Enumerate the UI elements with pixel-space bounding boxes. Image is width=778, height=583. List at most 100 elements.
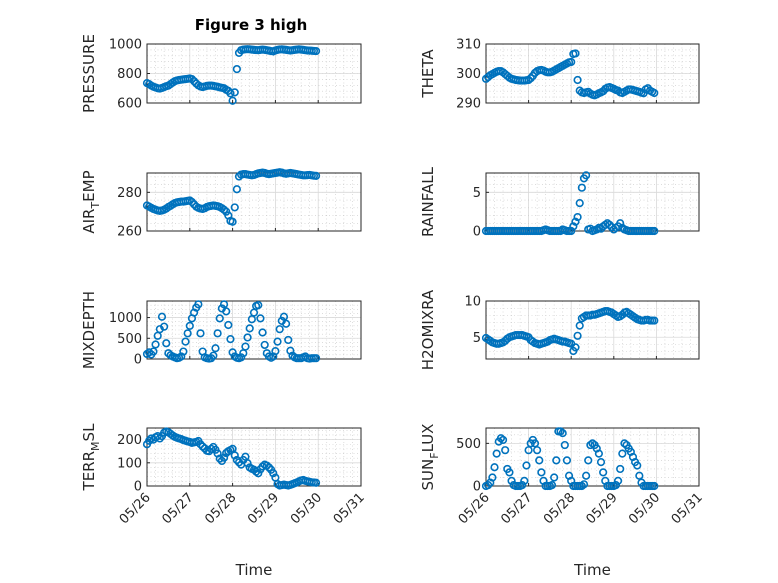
y-tick-label: 0 — [134, 353, 142, 368]
x-tick-label: 05/28 — [202, 490, 239, 527]
y-tick-label: 310 — [456, 38, 481, 53]
data-point — [537, 468, 546, 477]
data-point — [196, 440, 205, 449]
y-tick-label: 290 — [456, 97, 481, 112]
subplot-mixdepth: 0 500 1000 MIXDEPTH — [80, 291, 362, 369]
y-axis-label: TERRMSL — [80, 423, 102, 492]
data-point — [179, 347, 188, 356]
y-tick-label: 1000 — [109, 38, 142, 53]
data-point — [533, 446, 542, 455]
data-point — [613, 476, 623, 485]
data-point — [618, 449, 627, 458]
data-point — [562, 456, 572, 465]
data-point — [558, 429, 567, 438]
y-tick-label: 0 — [473, 480, 481, 495]
x-tick-label: 05/31 — [331, 490, 368, 527]
x-axis-label: Time — [235, 561, 273, 579]
data-point — [237, 353, 246, 362]
axes-frame — [485, 427, 700, 487]
data-point — [567, 57, 576, 67]
subplot-terr: 0 100 200 05/26 05/27 05/28 05/29 05/30 05/31 Tim… — [80, 423, 368, 579]
data-point — [575, 199, 584, 208]
y-axis-label: THETA — [419, 49, 437, 99]
y-tick-label: 5 — [473, 331, 481, 346]
data-point — [650, 481, 659, 491]
data-point — [522, 461, 531, 470]
data-point — [524, 75, 533, 85]
subplot-rainfall: 0 5 RAINFALL — [419, 166, 700, 240]
data-point — [241, 342, 250, 351]
axes-frame — [485, 300, 700, 360]
x-tick-label: 05/26 — [117, 490, 154, 527]
data-point — [183, 329, 192, 338]
y-axis-label: MIXDEPTH — [80, 291, 98, 369]
data-point — [569, 222, 578, 231]
data-point — [194, 300, 203, 309]
y-tick-label: 800 — [117, 67, 142, 82]
y-tick-label: 600 — [117, 97, 142, 112]
data-point — [520, 476, 529, 485]
x-tick-label: 05/30 — [626, 490, 663, 527]
data-point — [547, 481, 557, 490]
data-point — [232, 185, 241, 194]
data-point — [226, 89, 235, 98]
x-tick-label: 05/26 — [456, 490, 493, 527]
y-tick-label: 0 — [473, 225, 481, 240]
data-point — [550, 473, 559, 482]
subplot-h2omixra: 5 10 H2OMIXRA — [419, 289, 700, 370]
data-point — [599, 468, 608, 477]
data-point — [571, 49, 580, 58]
data-point — [567, 226, 576, 236]
x-axis-label: Time — [573, 561, 611, 579]
data-point — [222, 307, 231, 316]
x-tick-label: 05/27 — [498, 490, 535, 527]
data-point — [582, 471, 591, 480]
y-axis-label: SUNFLUX — [419, 424, 441, 491]
data-point — [207, 444, 216, 453]
data-point — [264, 463, 274, 472]
data-point — [151, 340, 160, 349]
data-point — [209, 351, 218, 360]
data-point — [282, 319, 291, 328]
y-axis-label: AIRTEMP — [80, 170, 102, 233]
data-point — [571, 217, 580, 226]
y-tick-label: 500 — [456, 437, 481, 452]
data-point — [311, 46, 321, 56]
data-point — [633, 461, 642, 470]
data-point — [181, 337, 190, 346]
y-tick-label: 200 — [117, 433, 142, 448]
y-tick-label: 500 — [117, 332, 142, 347]
data-point — [245, 324, 254, 333]
data-point — [262, 461, 271, 470]
data-point — [226, 335, 235, 344]
data-point — [149, 347, 158, 356]
data-point — [311, 478, 321, 487]
data-point — [269, 469, 278, 478]
data-point — [594, 449, 603, 458]
data-point — [215, 314, 224, 323]
axes-frame — [146, 300, 362, 360]
figure-title: Figure 3 high — [195, 16, 308, 34]
data-point — [650, 226, 659, 236]
data-point — [507, 476, 516, 485]
axes-box — [485, 172, 700, 232]
data-point — [211, 344, 220, 353]
data-point — [145, 436, 154, 445]
data-point — [258, 328, 267, 337]
data-point — [219, 453, 229, 462]
y-tick-label: 0 — [134, 480, 142, 495]
x-tick-label: 05/31 — [669, 490, 706, 527]
data-point — [153, 432, 162, 441]
y-tick-label: 260 — [117, 225, 142, 240]
data-point — [254, 301, 263, 310]
data-point — [573, 331, 582, 340]
data-point — [284, 335, 293, 345]
data-point — [524, 446, 533, 455]
data-point — [498, 435, 508, 445]
data-point — [492, 449, 501, 458]
data-point — [596, 458, 606, 467]
data-point — [230, 203, 239, 212]
data-point — [311, 354, 321, 363]
data-point — [501, 446, 510, 455]
